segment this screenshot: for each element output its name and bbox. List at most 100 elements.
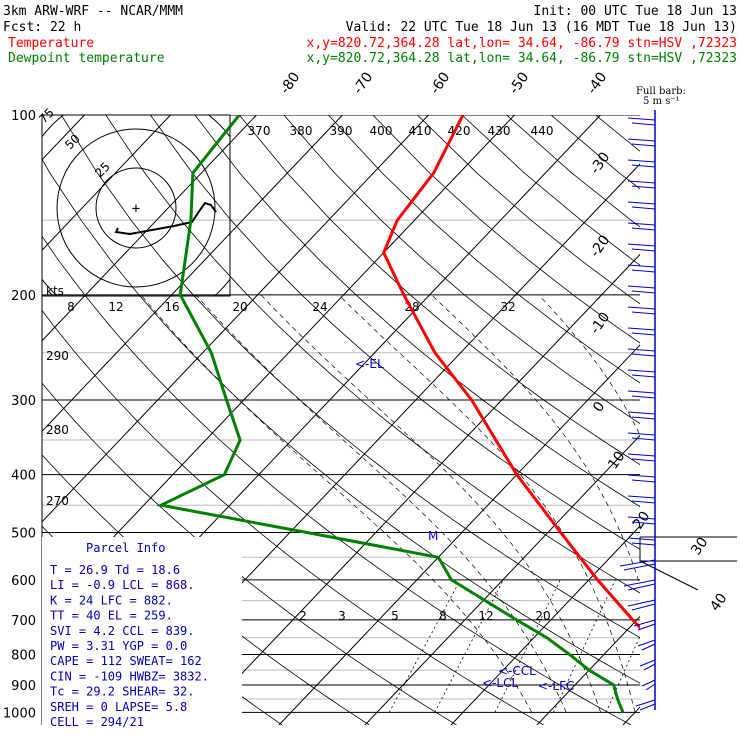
profiles: <-EL M <-CCL<-LCL <-LFC <box>156 115 640 713</box>
wind-barb <box>627 264 656 273</box>
dry-adiabat <box>150 115 640 550</box>
dry-adiabat <box>328 115 640 384</box>
dry-adiabat <box>105 115 640 594</box>
isotherm <box>536 615 640 725</box>
annotation-label: <-LCL <box>482 676 518 690</box>
annotation-label: <-LFC <box>538 679 574 693</box>
wind-barb <box>627 201 656 210</box>
isotherm-label: 20 <box>630 509 653 533</box>
pressure-tick-1000: 1000 <box>3 706 36 721</box>
grid-lines <box>42 115 740 725</box>
mixing-ratio-label: 20 <box>535 609 550 623</box>
theta-label: 380 <box>290 124 313 138</box>
isotherm-label: -80 <box>277 69 303 97</box>
theta-label: 370 <box>248 124 271 138</box>
isotherm <box>42 115 515 614</box>
hodo-scale-label: 8 <box>67 300 75 314</box>
dry-adiabat <box>42 235 632 725</box>
theta-left-label: 270 <box>46 494 69 508</box>
pressure-tick-500: 500 <box>11 527 36 542</box>
isotherm <box>450 525 640 725</box>
dry-adiabat <box>729 115 740 725</box>
parcel-info-row: PW = 3.31 YGP = 0.0 <box>50 639 187 653</box>
hodo-rings <box>42 115 230 296</box>
parcel-info-row: Tc = 29.2 SHEAR= 32. <box>50 685 195 699</box>
parcel-info-panel: Parcel Info T = 26.9 Td = 18.6LI = -0.9 L… <box>42 537 242 729</box>
pressure-tick-700: 700 <box>11 614 36 629</box>
theta-label: 430 <box>488 124 511 138</box>
isotherm <box>42 115 343 433</box>
theta-label: 390 <box>330 124 353 138</box>
hodo-frame <box>41 114 231 297</box>
wind-barbs <box>619 110 656 711</box>
mixing-ratio-line <box>434 579 504 713</box>
dry-adiabat <box>685 115 740 725</box>
moist-adiabat <box>648 295 738 713</box>
dry-adiabat <box>60 115 640 639</box>
isotherm <box>709 115 740 725</box>
legend-dewpoint-location: x,y=820.72,364.28 lat,lon= 34.64, -86.79… <box>307 51 737 66</box>
model-title: 3km ARW-WRF -- NCAR/MMM <box>3 4 183 19</box>
wind-barb <box>627 159 656 168</box>
parcel-info-row: SREH = 0 LAPSE= 5.8 <box>50 700 187 714</box>
parcel-info-title: Parcel Info <box>86 541 165 555</box>
isotherm-label: -50 <box>506 69 532 97</box>
init-time: Init: 00 UTC Tue 18 Jun 13 <box>534 4 738 19</box>
parcel-info-row: CELL = 294/21 <box>50 715 144 729</box>
dry-adiabat <box>283 115 640 424</box>
isotherm-label: -10 <box>587 309 613 337</box>
hodo-kts-label: kts <box>46 284 64 298</box>
pressure-tick-600: 600 <box>11 574 36 589</box>
dry-adiabat <box>550 115 640 190</box>
hodo-center: + <box>132 201 140 217</box>
mixing-ratio-label: 8 <box>439 609 447 623</box>
isotherm-label: -20 <box>587 232 613 260</box>
wind-barb <box>627 390 656 399</box>
hodo-scale-label: 20 <box>232 300 247 314</box>
mixing-ratio-label: 2 <box>299 609 307 623</box>
dry-adiabat <box>595 115 640 152</box>
wind-barb <box>627 180 656 189</box>
theta-left-label: 280 <box>46 423 69 437</box>
legend-dewpoint: Dewpoint temperature <box>8 51 165 66</box>
annotation-label: <-EL <box>355 357 384 371</box>
wind-barb <box>641 679 656 691</box>
dewpoint-line <box>156 115 625 713</box>
parcel-info-row: CIN = -109 HWBZ= 3832. <box>50 669 209 683</box>
pressure-tick-400: 400 <box>11 469 36 484</box>
full-barb-label: Full barb: <box>636 86 686 97</box>
wind-barb <box>627 222 656 231</box>
wind-barb <box>627 474 656 483</box>
theta-label: 410 <box>409 124 432 138</box>
moist-adiabat <box>140 294 533 713</box>
pressure-tick-900: 900 <box>11 679 36 694</box>
wind-barb <box>627 495 656 504</box>
hodo-scale-label: 16 <box>164 300 179 314</box>
wind-barb <box>619 559 656 571</box>
wind-barb <box>633 619 656 631</box>
isotherm <box>364 434 640 725</box>
parcel-info-row: SVI = 4.2 CCL = 839. <box>50 624 195 638</box>
mixing-ratio-line <box>553 579 616 713</box>
pressure-tick-100: 100 <box>11 109 36 124</box>
pressure-tick-200: 200 <box>11 289 36 304</box>
hodo-trace <box>114 201 217 236</box>
isotherm <box>278 344 640 725</box>
wind-barb <box>627 117 656 126</box>
isotherm-label: -60 <box>427 69 453 97</box>
frame-diag-edge <box>639 560 699 591</box>
wind-barb <box>627 327 656 336</box>
hodo-ring <box>56 128 216 288</box>
hodo-scale-label: 32 <box>500 300 515 314</box>
isotherm <box>42 115 257 342</box>
wind-barb <box>635 699 656 711</box>
hodo-ring-label: 25 <box>92 159 113 180</box>
wind-barb <box>627 453 656 462</box>
isotherm <box>42 115 429 523</box>
annotation-label: M <box>428 529 438 543</box>
dry-adiabat <box>42 309 544 725</box>
theta-label: 440 <box>531 124 554 138</box>
parcel-info-row: CAPE = 112 SWEAT= 162 <box>50 654 202 668</box>
